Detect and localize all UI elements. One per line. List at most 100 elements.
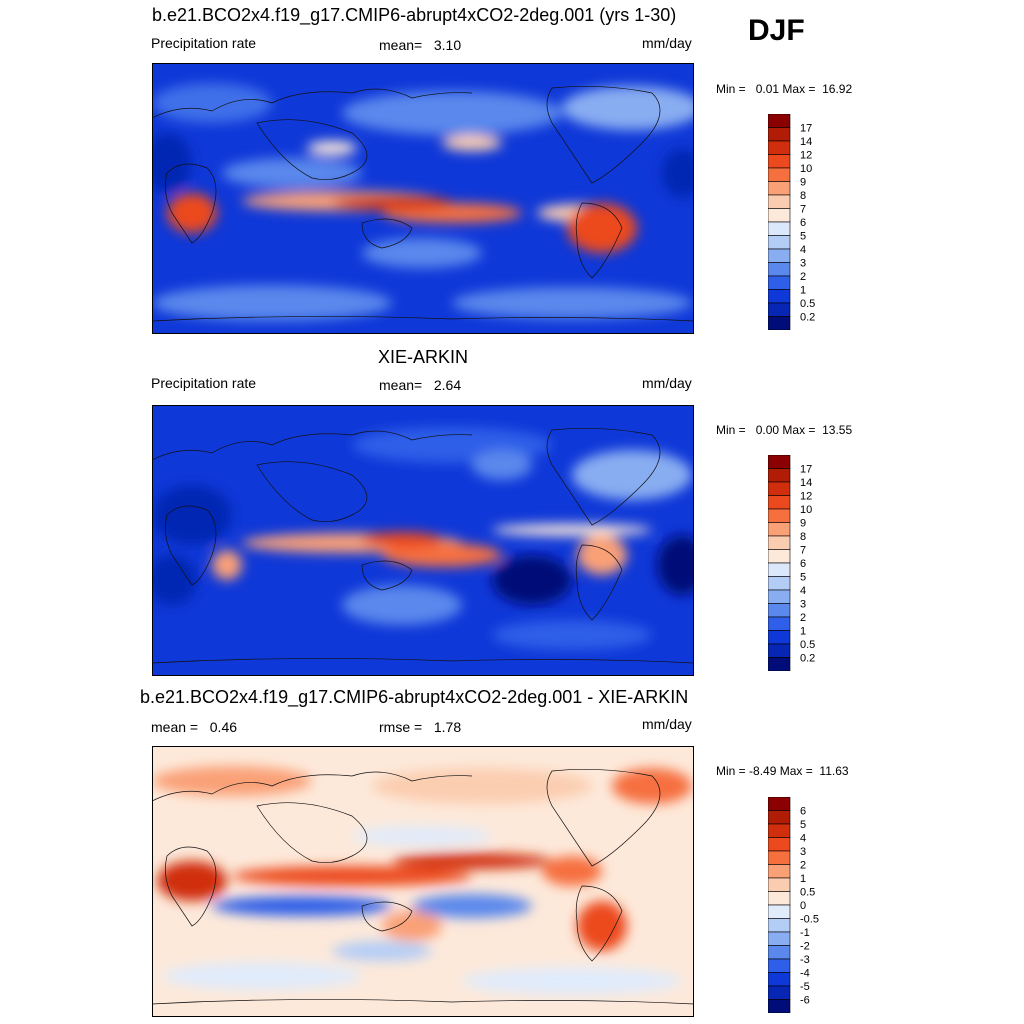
diff-colorbar-swatch bbox=[768, 823, 791, 838]
model-colorbar-tick-label: 9 bbox=[800, 177, 806, 189]
obs-colorbar-swatch bbox=[768, 630, 791, 645]
model-colorbar-tick-label: 0.5 bbox=[800, 298, 815, 310]
panel-model-mean-label: mean= bbox=[379, 37, 423, 53]
obs-colorbar-tick-label: 10 bbox=[800, 504, 812, 516]
diff-colorbar-tick-label: 2 bbox=[800, 860, 806, 872]
diff-colorbar-tick-label: 5 bbox=[800, 819, 806, 831]
panel-diff-units: mm/day bbox=[642, 716, 692, 732]
obs-colorbar-swatch bbox=[768, 603, 791, 618]
panel-diff-map bbox=[152, 746, 694, 1017]
panel-diff-title: b.e21.BCO2x4.f19_g17.CMIP6-abrupt4xCO2-2… bbox=[140, 687, 689, 707]
obs-colorbar-tick-label: 0.5 bbox=[800, 639, 815, 651]
diff-colorbar-tick-label: -6 bbox=[800, 995, 810, 1007]
model-colorbar-tick-label: 4 bbox=[800, 244, 806, 256]
model-colorbar-swatch bbox=[768, 275, 791, 290]
diff-colorbar-tick-label: 4 bbox=[800, 833, 806, 845]
diff-colorbar-swatch bbox=[768, 918, 791, 933]
panel-model-mean-value: 3.10 bbox=[433, 37, 462, 53]
diff-colorbar-tick-label: 0 bbox=[800, 900, 806, 912]
model-colorbar-swatch bbox=[768, 127, 791, 142]
model-colorbar-swatch bbox=[768, 262, 791, 277]
obs-colorbar-tick-label: 9 bbox=[800, 518, 806, 530]
obs-colorbar-tick-label: 12 bbox=[800, 491, 812, 503]
model-colorbar-tick-label: 6 bbox=[800, 217, 806, 229]
model-colorbar-swatch bbox=[768, 289, 791, 304]
panel-obs-map bbox=[152, 405, 694, 676]
model-colorbar-tick-label: 5 bbox=[800, 231, 806, 243]
model-colorbar-tick-label: 0.2 bbox=[800, 312, 815, 324]
obs-colorbar-swatch bbox=[768, 455, 791, 469]
panel-diff-colorbar: 65 43 21 0.50 -0.5-1 -2-3 -4-5 -6 bbox=[768, 797, 819, 1013]
panel-obs-variable-label: Precipitation rate bbox=[151, 375, 257, 391]
panel-model-title: b.e21.BCO2x4.f19_g17.CMIP6-abrupt4xCO2-2… bbox=[152, 5, 677, 25]
model-colorbar-swatch bbox=[768, 114, 791, 128]
model-colorbar-swatch bbox=[768, 248, 791, 263]
obs-colorbar-swatch bbox=[768, 657, 791, 671]
diff-colorbar-swatch bbox=[768, 958, 791, 973]
diff-colorbar-tick-label: 1 bbox=[800, 873, 806, 885]
diff-colorbar-swatch bbox=[768, 837, 791, 852]
model-colorbar-tick-label: 17 bbox=[800, 123, 812, 135]
obs-colorbar-tick-label: 6 bbox=[800, 558, 806, 570]
diff-colorbar-swatch bbox=[768, 864, 791, 879]
model-colorbar-swatch bbox=[768, 154, 791, 169]
obs-colorbar-swatch bbox=[768, 468, 791, 483]
model-colorbar-tick-label: 14 bbox=[800, 136, 812, 148]
model-colorbar-swatch bbox=[768, 221, 791, 236]
panel-diff-mean-label: mean = bbox=[151, 719, 199, 735]
panel-diff-rmse: rmse = 1.78 bbox=[379, 720, 461, 734]
panel-diff-rmse-label: rmse = bbox=[379, 719, 423, 735]
diff-colorbar-tick-label: 0.5 bbox=[800, 887, 815, 899]
obs-colorbar-swatch bbox=[768, 576, 791, 591]
obs-colorbar-tick-label: 4 bbox=[800, 585, 806, 597]
model-colorbar-swatch bbox=[768, 235, 791, 250]
obs-colorbar-swatch bbox=[768, 535, 791, 550]
diff-colorbar-swatch bbox=[768, 931, 791, 946]
model-colorbar-tick-label: 12 bbox=[800, 150, 812, 162]
panel-diff-min-value: -8.49 bbox=[749, 764, 777, 778]
model-colorbar-swatch bbox=[768, 181, 791, 196]
panel-model-map bbox=[152, 63, 694, 334]
obs-colorbar-swatch bbox=[768, 562, 791, 577]
model-colorbar-tick-label: 2 bbox=[800, 271, 806, 283]
obs-colorbar-tick-label: 0.2 bbox=[800, 653, 815, 665]
obs-colorbar-tick-label: 17 bbox=[800, 464, 812, 476]
panel-obs-title: XIE-ARKIN bbox=[378, 347, 469, 367]
model-colorbar-tick-label: 7 bbox=[800, 204, 806, 216]
model-colorbar-swatch bbox=[768, 302, 791, 317]
diff-colorbar-tick-label: -0.5 bbox=[800, 914, 819, 926]
model-colorbar-tick-label: 10 bbox=[800, 163, 812, 175]
panel-obs-max-value: 13.55 bbox=[822, 423, 853, 437]
diff-colorbar-tick-label: -4 bbox=[800, 968, 810, 980]
obs-colorbar-swatch bbox=[768, 589, 791, 604]
diff-colorbar-tick-label: 6 bbox=[800, 806, 806, 818]
panel-diff-max-value: 11.63 bbox=[819, 764, 849, 778]
diff-colorbar-swatch bbox=[768, 904, 791, 919]
obs-colorbar-tick-label: 3 bbox=[800, 599, 806, 611]
model-colorbar-swatch bbox=[768, 194, 791, 209]
panel-obs-min-value: 0.00 bbox=[755, 423, 780, 437]
model-colorbar-swatch bbox=[768, 140, 791, 155]
diff-colorbar-tick-label: 3 bbox=[800, 846, 806, 858]
obs-colorbar-tick-label: 14 bbox=[800, 477, 812, 489]
panel-model-max-label: Max = bbox=[782, 82, 816, 96]
panel-obs-mean-label: mean= bbox=[379, 377, 423, 393]
season-label: DJF bbox=[748, 14, 805, 47]
panel-model-mean: mean= 3.10 bbox=[379, 38, 461, 52]
diff-colorbar-tick-label: -2 bbox=[800, 941, 810, 953]
obs-colorbar-tick-label: 5 bbox=[800, 572, 806, 584]
diff-colorbar-swatch bbox=[768, 985, 791, 1000]
obs-colorbar-swatch bbox=[768, 481, 791, 496]
panel-diff-min-label: Min = bbox=[716, 764, 746, 778]
diff-colorbar-swatch bbox=[768, 810, 791, 825]
obs-colorbar-swatch bbox=[768, 522, 791, 537]
model-colorbar-swatch bbox=[768, 208, 791, 223]
diff-colorbar-swatch bbox=[768, 850, 791, 865]
diff-colorbar-tick-label: -3 bbox=[800, 954, 810, 966]
panel-model-units: mm/day bbox=[642, 35, 692, 51]
obs-colorbar-swatch bbox=[768, 549, 791, 564]
panel-diff-mean: mean = 0.46 bbox=[151, 720, 237, 734]
diff-colorbar-swatch bbox=[768, 999, 791, 1013]
